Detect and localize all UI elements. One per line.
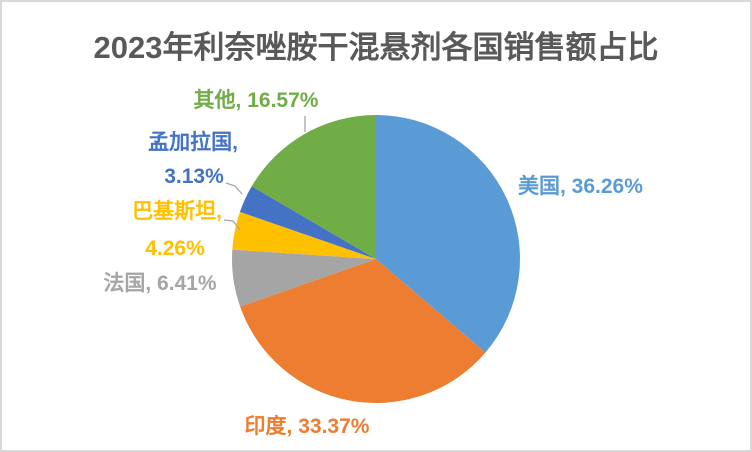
leader-line-pakistan [223,219,241,231]
label-pakistan-name: 巴基斯坦, [132,200,222,223]
label-india: 印度, 33.37% [244,415,370,438]
label-bangladesh-value: 3.13% [164,165,224,188]
pie-slice-others [251,115,376,259]
chart-title: 2023年利奈唑胺干混悬剂各国销售额占比 [93,30,659,65]
pie-slice-france [232,249,376,307]
pie-slice-bangladesh [239,186,376,259]
pie-slice-usa [376,115,521,353]
label-bangladesh-name: 孟加拉国, [148,131,238,154]
pie-slice-india [240,259,486,404]
label-others: 其他, 16.57% [193,89,319,112]
label-usa: 美国, 36.26% [518,175,643,198]
leader-line-bangladesh [225,182,243,195]
label-france: 法国, 6.41% [103,272,217,295]
pie-slice-pakistan [232,211,376,259]
label-pakistan-value: 4.26% [145,237,205,260]
